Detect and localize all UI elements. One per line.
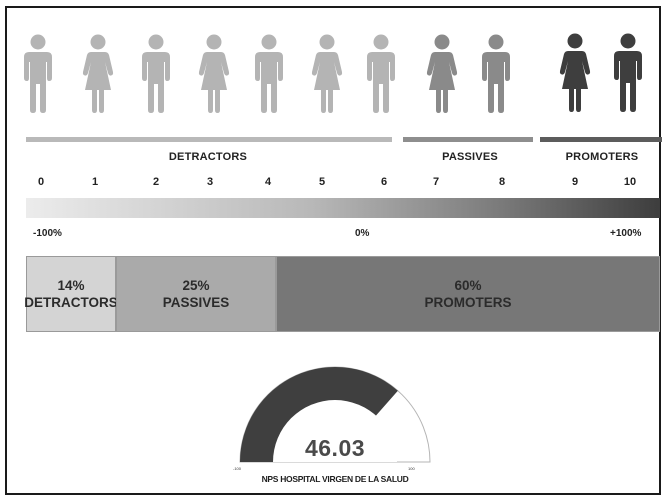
promoters-range-bar (540, 137, 662, 142)
male-person-icon (366, 34, 396, 501)
promoters-group-label: PROMOTERS (565, 151, 639, 163)
score-4: 4 (264, 176, 272, 188)
male-person-icon (23, 34, 53, 501)
detractors-share-label: DETRACTORS (24, 295, 118, 310)
male-person-icon (141, 34, 171, 501)
detractors-share-block: 14% DETRACTORS (24, 256, 118, 332)
gradient-max-label: +100% (610, 228, 642, 239)
gauge-value: 46.03 (304, 435, 366, 461)
gauge-title: NPS HOSPITAL VIRGEN DE LA SALUD (261, 474, 409, 484)
score-6: 6 (380, 176, 388, 188)
gauge-arc (239, 366, 431, 463)
passives-share-label: PASSIVES (162, 295, 230, 310)
passives-share-block: 25% PASSIVES (116, 256, 276, 332)
score-2: 2 (152, 176, 160, 188)
figure-frame (5, 6, 661, 495)
score-8: 8 (498, 176, 506, 188)
gradient-min-label: -100% (33, 228, 62, 239)
passives-group-label: PASSIVES (442, 151, 498, 163)
gauge-min-label: -100 (233, 466, 242, 471)
passives-share-pct: 25% (182, 278, 210, 293)
passives-range-bar (403, 137, 533, 142)
score-10: 10 (623, 176, 637, 188)
female-person-icon (559, 33, 591, 501)
score-3: 3 (206, 176, 214, 188)
promoters-share-block: 60% PROMOTERS (276, 256, 660, 332)
promoters-share-label: PROMOTERS (424, 295, 512, 310)
male-person-icon (481, 34, 511, 501)
nps-gauge: 46.03 -100 100 NPS HOSPITAL VIRGEN DE LA… (226, 362, 444, 484)
female-person-icon (82, 34, 114, 501)
female-person-icon (426, 34, 458, 501)
female-person-icon (311, 34, 343, 501)
male-person-icon (613, 33, 643, 501)
promoters-share-pct: 60% (454, 278, 482, 293)
detractors-group-label: DETRACTORS (168, 151, 248, 163)
gauge-max-label: 100 (408, 466, 415, 471)
female-person-icon (198, 34, 230, 501)
score-1: 1 (91, 176, 99, 188)
male-person-icon (254, 34, 284, 501)
nps-gradient-bar (26, 198, 660, 218)
score-7: 7 (432, 176, 440, 188)
detractors-share-pct: 14% (57, 278, 85, 293)
score-9: 9 (571, 176, 579, 188)
score-5: 5 (318, 176, 326, 188)
score-0: 0 (37, 176, 45, 188)
gradient-mid-label: 0% (355, 228, 370, 239)
detractors-range-bar (26, 137, 392, 142)
